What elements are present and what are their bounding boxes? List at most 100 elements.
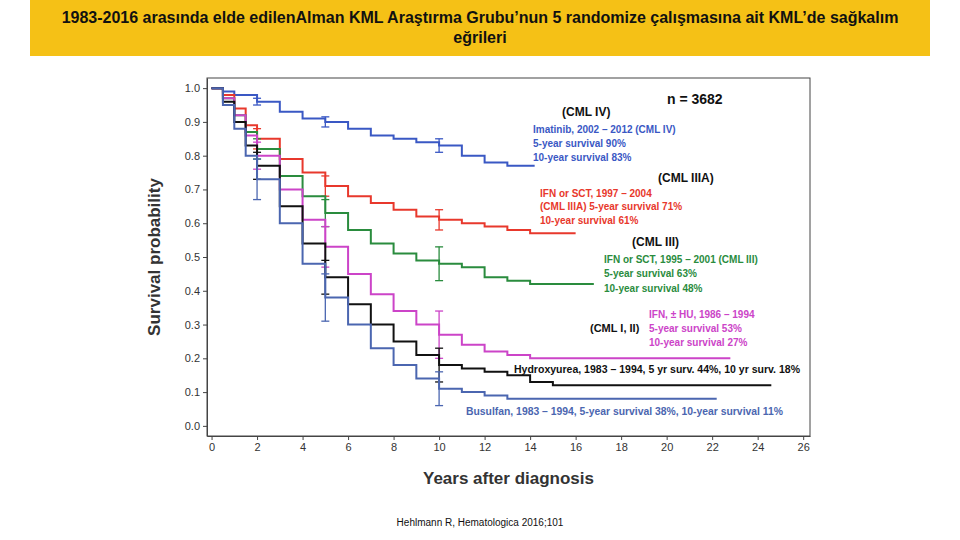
- plot-area: [212, 88, 772, 405]
- tick: 26: [798, 436, 810, 453]
- error-bar-stem: [325, 274, 326, 321]
- annotation: (CML I, II): [590, 322, 640, 334]
- tick: 0.7: [185, 183, 207, 195]
- error-bar-cap: [435, 246, 443, 247]
- tick-label: 10: [433, 441, 445, 453]
- tick-label: 2: [254, 441, 260, 453]
- annotation: 5-year survival 53%: [649, 323, 742, 334]
- tick-mark: [203, 223, 207, 224]
- survival-curve: [212, 88, 772, 385]
- tick: 0.3: [185, 319, 207, 331]
- error-bar-cap: [253, 152, 261, 153]
- tick-mark: [394, 436, 395, 440]
- tick-mark: [712, 436, 713, 440]
- tick: 16: [570, 436, 582, 453]
- chart: 024681012141618202224260.00.10.20.30.40.…: [0, 0, 960, 540]
- tick-label: 0.3: [185, 319, 200, 331]
- annotation: 10-year survival 61%: [540, 215, 639, 226]
- error-bar-cap: [435, 138, 443, 139]
- error-bar-stem: [438, 139, 439, 153]
- error-bar-cap: [435, 405, 443, 406]
- tick-mark: [758, 436, 759, 440]
- tick: 24: [752, 436, 764, 453]
- tick-label: 16: [570, 441, 582, 453]
- tick-label: 0.0: [185, 420, 200, 432]
- tick-label: 12: [479, 441, 491, 453]
- tick-mark: [203, 189, 207, 190]
- error-bar-cap: [435, 371, 443, 372]
- error-bar-cap: [253, 98, 261, 99]
- error-bar-cap: [253, 199, 261, 200]
- tick: 6: [346, 436, 352, 453]
- annotation: (CML IIIA): [658, 171, 714, 185]
- axis-line: [208, 436, 811, 437]
- error-bar-cap: [253, 158, 261, 159]
- error-bar-cap: [321, 126, 329, 127]
- tick-label: 0.4: [185, 285, 200, 297]
- series-label: IFN or SCT, 1995 – 2001 (CML III): [604, 254, 758, 265]
- tick-label: 20: [661, 441, 673, 453]
- tick-mark: [667, 436, 668, 440]
- error-bar-cap: [253, 104, 261, 105]
- tick-label: 0.9: [185, 116, 200, 128]
- tick: 22: [707, 436, 719, 453]
- tick-label: 1.0: [185, 82, 200, 94]
- error-bar-stem: [438, 372, 439, 406]
- tick: 2: [254, 436, 260, 453]
- x-axis: 02468101214161820222426: [208, 436, 811, 453]
- tick: 0: [209, 436, 215, 453]
- tick-mark: [621, 436, 622, 440]
- tick-label: 0: [209, 441, 215, 453]
- series-label: Hydroxyurea, 1983 – 1994, 5 yr surv. 44%…: [514, 364, 800, 375]
- annotation: (CML III): [632, 235, 679, 249]
- tick-label: 8: [391, 441, 397, 453]
- tick-label: 0.1: [185, 386, 200, 398]
- tick: 20: [661, 436, 673, 453]
- tick: 4: [300, 436, 306, 453]
- plot-frame: [207, 78, 810, 436]
- tick: 8: [391, 436, 397, 453]
- tick: 0.9: [185, 116, 207, 128]
- tick-mark: [203, 156, 207, 157]
- series-label: Busulfan, 1983 – 1994, 5-year survival 3…: [466, 406, 783, 417]
- error-bar-cap: [321, 226, 329, 227]
- error-bar-cap: [253, 128, 261, 129]
- annotation: 5-year survival 63%: [604, 268, 697, 279]
- tick: 0.2: [185, 352, 207, 364]
- error-bar-stem: [438, 247, 439, 281]
- error-bar-stem: [438, 210, 439, 230]
- annotation: n = 3682: [667, 91, 723, 107]
- tick: 0.5: [185, 251, 207, 263]
- error-bar: [321, 117, 329, 127]
- tick-label: 4: [300, 441, 306, 453]
- axis-line: [207, 79, 208, 437]
- error-bar-cap: [253, 158, 261, 159]
- tick-mark: [530, 436, 531, 440]
- tick-mark: [803, 436, 804, 440]
- error-bar-cap: [321, 226, 329, 227]
- error-bar-stem: [325, 117, 326, 127]
- error-bar-cap: [321, 321, 329, 322]
- error-bar-cap: [435, 152, 443, 153]
- error-bar-cap: [435, 280, 443, 281]
- tick-mark: [203, 257, 207, 258]
- error-bar: [321, 176, 329, 196]
- error-bar: [253, 98, 261, 105]
- error-bar: [435, 247, 443, 281]
- tick: 0.1: [185, 386, 207, 398]
- error-bar: [435, 372, 443, 406]
- y-axis: 0.00.10.20.30.40.50.60.70.80.91.0: [185, 79, 208, 437]
- tick-label: 0.2: [185, 352, 200, 364]
- error-bar: [435, 139, 443, 153]
- tick: 0.6: [185, 217, 207, 229]
- tick: 10: [433, 436, 445, 453]
- error-bar-cap: [321, 199, 329, 200]
- tick-mark: [439, 436, 440, 440]
- tick-label: 6: [346, 441, 352, 453]
- error-bar-cap: [253, 142, 261, 143]
- tick-mark: [203, 392, 207, 393]
- tick-mark: [203, 88, 207, 89]
- series-label: IFN, ± HU, 1986 – 1994: [649, 309, 755, 320]
- survival-curve: [212, 88, 594, 284]
- tick: 0.4: [185, 285, 207, 297]
